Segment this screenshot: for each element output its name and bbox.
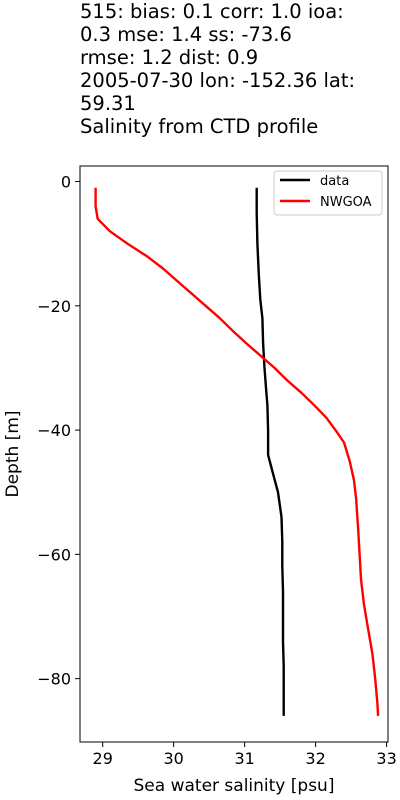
y-tick-label: −20 <box>37 297 71 316</box>
series-layer <box>94 187 380 716</box>
title-line: Salinity from CTD profile <box>80 115 319 138</box>
title-line: rmse: 1.2 dist: 0.9 <box>80 46 259 69</box>
plot-frame <box>79 165 389 743</box>
title-line: 59.31 <box>80 92 136 115</box>
y-tick-label: −80 <box>37 670 71 689</box>
title-line: 2005-07-30 lon: -152.36 lat: <box>80 69 356 92</box>
legend: data NWGOA <box>273 170 383 216</box>
x-tick-label: 29 <box>93 749 113 768</box>
legend-label: NWGOA <box>320 195 372 210</box>
legend-label: data <box>320 174 349 189</box>
x-tick-label: 32 <box>305 749 325 768</box>
ticks-layer: 29 30 31 32 33 0 −20 −40 −60 −80 <box>37 173 397 768</box>
y-axis-label: Depth [m] <box>3 410 23 497</box>
x-tick-label: 33 <box>376 749 396 768</box>
x-axis-label: Sea water salinity [psu] <box>134 776 335 796</box>
series-line-nwgoa <box>94 187 380 716</box>
title-line: 0.3 mse: 1.4 ss: -73.6 <box>80 23 292 46</box>
x-tick-label: 31 <box>234 749 254 768</box>
legend-box <box>273 170 383 216</box>
series-line-data <box>255 187 285 716</box>
y-tick-label: −40 <box>37 421 71 440</box>
y-tick-label: −60 <box>37 545 71 564</box>
x-tick-label: 30 <box>163 749 183 768</box>
title-line: 515: bias: 0.1 corr: 1.0 ioa: <box>80 0 344 23</box>
plot-title: 515: bias: 0.1 corr: 1.0 ioa: 0.3 mse: 1… <box>80 0 398 138</box>
y-tick-label: 0 <box>61 173 71 192</box>
